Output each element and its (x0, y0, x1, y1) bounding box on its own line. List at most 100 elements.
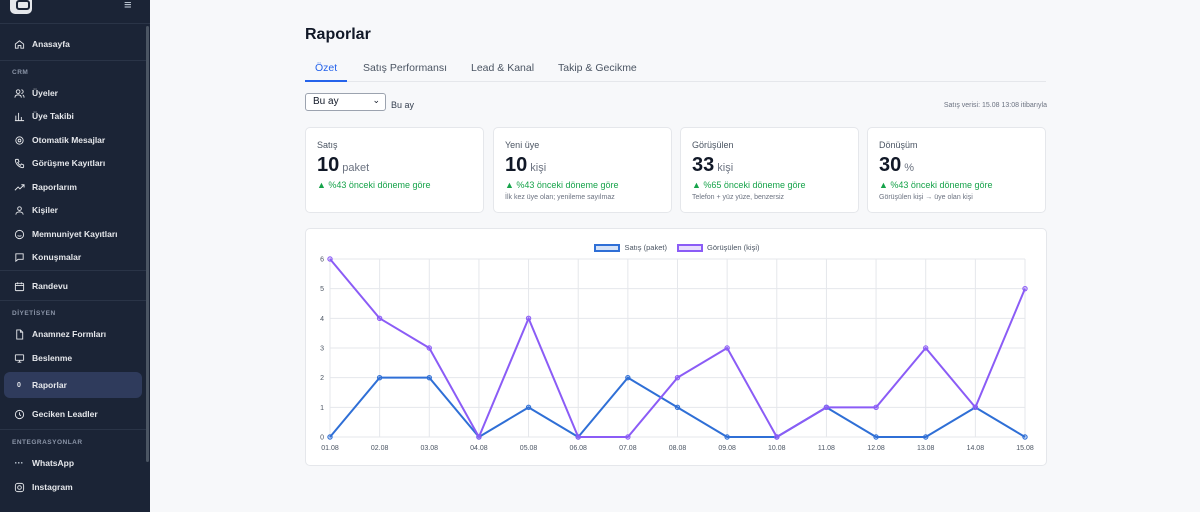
data-point-1 (525, 315, 532, 322)
sidebar-item-konusmalar[interactable]: Konuşmalar (4, 244, 142, 270)
period-select[interactable]: Bu ay ⌄ (305, 93, 386, 111)
sidebar-item-kisiler[interactable]: Kişiler (4, 197, 142, 223)
data-point-1 (724, 345, 730, 351)
period-label: Bu ay (391, 100, 415, 110)
kpi-card-donusum: Dönüşüm 30% ▲ %43 önceki döneme göre Gör… (867, 127, 1046, 213)
sidebar-item-label: WhatsApp (32, 458, 75, 468)
tab-takip-gecikme[interactable]: Takip & Gecikme (558, 62, 637, 74)
x-tick-label: 12.08 (867, 445, 885, 452)
kpi-number: 10 (317, 154, 340, 176)
sidebar-item-instagram[interactable]: Instagram (4, 474, 142, 500)
kpi-value: 10 paket (317, 154, 369, 177)
sidebar-item-beslenme[interactable]: Beslenme (4, 345, 142, 371)
sidebar-item-uyeler[interactable]: Üyeler (4, 80, 142, 106)
x-tick-label: 13.08 (917, 445, 935, 452)
sidebar-item-anasayfa[interactable]: Anasayfa (4, 31, 142, 57)
kpi-unit: kişi (530, 162, 547, 174)
kpi-title: Yeni üye (505, 140, 540, 150)
sidebar-item-whatsapp[interactable]: ··· WhatsApp (4, 450, 142, 476)
chat-icon (12, 252, 26, 263)
sidebar-item-label: Otomatik Mesajlar (32, 135, 106, 145)
kpi-note: Görüşülen kişi → üye olan kişi (879, 194, 973, 201)
legend-item-gorusulen[interactable]: Görüşülen (kişi) (677, 243, 760, 252)
data-point-1 (1022, 285, 1028, 292)
app-logo[interactable] (10, 0, 32, 14)
sidebar-scrollbar[interactable] (146, 26, 149, 462)
sidebar-item-otomatik-mesajlar[interactable]: Otomatik Mesajlar (4, 127, 142, 153)
data-point-1 (674, 374, 681, 381)
kpi-number: 30 (879, 154, 902, 176)
y-tick-label: 5 (320, 286, 324, 293)
data-point-1 (426, 345, 432, 351)
bar-chart-icon (12, 111, 26, 122)
x-tick-label: 15.08 (1016, 445, 1034, 452)
data-point-0 (327, 434, 333, 440)
sidebar-item-raporlarim[interactable]: Raporlarım (4, 174, 142, 200)
sidebar-section-entegrasyonlar: ENTEGRASYONLAR (12, 439, 83, 446)
kpi-note: İlk kez üye olan; yenileme sayılmaz (505, 194, 615, 201)
data-point-0 (674, 404, 681, 411)
series-line-0 (329, 376, 1026, 438)
sidebar-item-randevu[interactable]: Randevu (4, 273, 142, 299)
sidebar-item-memnuniyet-kayitlari[interactable]: Memnuniyet Kayıtları (4, 221, 142, 247)
kpi-number: 10 (505, 154, 528, 176)
legend-label: Satış (paket) (624, 243, 667, 252)
smile-icon (12, 229, 26, 240)
menu-toggle-icon[interactable]: ≡ (124, 0, 132, 12)
kpi-card-gorusulen: Görüşülen 33 kişi ▲ %65 önceki döneme gör… (680, 127, 859, 213)
sidebar-divider (0, 270, 146, 271)
kpi-change: ▲ %43 önceki döneme göre (317, 180, 431, 190)
whatsapp-icon: ··· (14, 458, 24, 468)
data-point-1 (575, 434, 581, 440)
x-tick-label: 06.08 (569, 445, 587, 452)
line-chart: 0 1 2 3 4 5 6 01.08 02.08 03.08 04.08 05.08 06.08 07.… (320, 256, 1034, 452)
legend-item-satis[interactable]: Satış (paket) (594, 243, 667, 252)
data-point-0 (873, 434, 879, 440)
tab-lead-kanal[interactable]: Lead & Kanal (471, 62, 535, 74)
phone-icon (12, 158, 26, 169)
sidebar-item-label: Beslenme (32, 353, 73, 363)
series-line-1 (329, 258, 1026, 438)
data-point-0 (376, 374, 383, 381)
x-tick-label: 11.08 (818, 445, 835, 452)
data-point-1 (972, 404, 979, 411)
kpi-card-satis: Satış 10 paket ▲ %43 önceki döneme göre (305, 127, 484, 213)
tab-satis-performansi[interactable]: Satış Performansı (363, 62, 448, 74)
x-tick-label: 08.08 (669, 445, 687, 452)
sidebar: ≡ Anasayfa CRM Üyeler Üye Takibi Otomati… (0, 0, 150, 512)
sidebar-item-raporlar[interactable]: 0 Raporlar (4, 372, 142, 398)
trend-icon (12, 182, 26, 193)
data-timestamp-note: Satış verisi: 15.08 13:08 itibarıyla (943, 102, 1047, 109)
sidebar-item-label: Anamnez Formları (32, 329, 107, 339)
sidebar-item-label: Konuşmalar (32, 252, 82, 262)
data-point-1 (625, 434, 631, 440)
kpi-title: Satış (317, 140, 338, 150)
data-point-0 (1022, 434, 1028, 440)
y-tick-label: 2 (320, 375, 324, 382)
sidebar-item-anamnez-formlari[interactable]: Anamnez Formları (4, 321, 142, 347)
sidebar-item-geciken-leadler[interactable]: Geciken Leadler (4, 401, 142, 427)
y-tick-label: 1 (320, 405, 324, 412)
x-tick-label: 04.08 (470, 445, 488, 452)
line-chart-card: Satış (paket) Görüşülen (kişi) 0 1 2 3 4 5 6 01… (305, 228, 1047, 466)
kpi-change: ▲ %65 önceki döneme göre (692, 180, 806, 190)
kpi-value: 10 kişi (505, 154, 546, 177)
sidebar-section-diyetisyen: DİYETİSYEN (12, 310, 56, 317)
gear-icon (12, 135, 26, 146)
x-tick-label: 14.08 (967, 445, 985, 452)
sidebar-item-gorusme-kayitlari[interactable]: Görüşme Kayıtları (4, 150, 142, 176)
x-tick-label: 09.08 (718, 445, 736, 452)
tab-ozet[interactable]: Özet (305, 56, 348, 82)
report-icon: 0 (17, 381, 21, 389)
kpi-title: Dönüşüm (879, 140, 918, 150)
sidebar-item-uye-takibi[interactable]: Üye Takibi (4, 103, 142, 129)
kpi-note: Telefon + yüz yüze, benzersiz (692, 194, 785, 201)
y-tick-label: 3 (320, 346, 324, 353)
person-icon (12, 205, 26, 216)
data-point-1 (774, 434, 780, 440)
data-point-0 (625, 374, 631, 381)
x-tick-label: 03.08 (421, 445, 439, 452)
sidebar-item-label: Raporlar (32, 380, 67, 390)
sidebar-section-crm: CRM (12, 69, 29, 76)
data-point-0 (724, 434, 730, 440)
